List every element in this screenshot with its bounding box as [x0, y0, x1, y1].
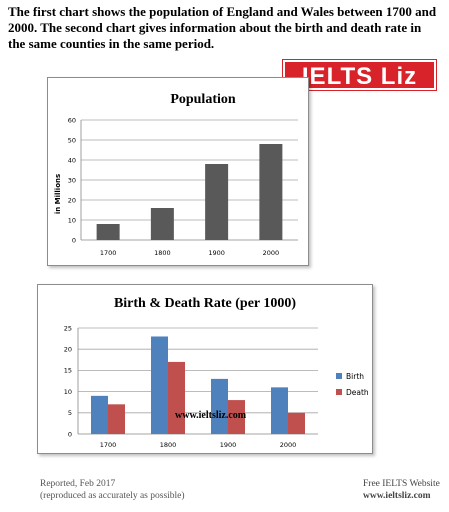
y-tick-label: 60 — [68, 116, 76, 124]
watermark-url: www.ieltsliz.com — [175, 410, 247, 421]
y-tick-label: 20 — [68, 196, 76, 204]
death-bar-2000 — [288, 412, 305, 434]
x-tick-label: 2000 — [280, 441, 297, 449]
footer-left: Reported, Feb 2017 (reproduced as accura… — [40, 478, 185, 502]
death-bar-1900 — [228, 400, 245, 434]
x-tick-label: 1900 — [220, 441, 237, 449]
footer-right: Free IELTS Website www.ieltsliz.com — [363, 478, 440, 502]
population-chart-title: Population — [170, 92, 236, 107]
legend-swatch-death — [336, 389, 342, 395]
birth-bar-1900 — [211, 378, 228, 434]
y-tick-label: 0 — [68, 430, 72, 438]
population-bar-1800 — [150, 208, 174, 240]
x-tick-label: 1700 — [100, 441, 117, 449]
legend-label-birth: Birth — [346, 372, 364, 381]
death-bar-1700 — [108, 404, 125, 434]
x-tick-label: 1900 — [208, 249, 225, 257]
birth-death-chart-panel: Birth & Death Rate (per 1000) 0 5 10 15 20 25… — [37, 284, 373, 454]
birth-death-chart: Birth & Death Rate (per 1000) 0 5 10 15 20 25… — [64, 296, 369, 449]
footer-url: www.ieltsliz.com — [363, 491, 431, 501]
y-tick-label: 50 — [68, 136, 76, 144]
y-tick-label: 25 — [64, 324, 72, 332]
birth-bar-1700 — [91, 395, 108, 434]
y-tick-label: 10 — [64, 388, 72, 396]
y-tick-label: 10 — [68, 216, 76, 224]
free-ielts-website: Free IELTS Website — [363, 479, 440, 489]
y-tick-label: 40 — [68, 156, 76, 164]
death-bar-1800 — [168, 361, 185, 434]
x-tick-label: 1700 — [100, 249, 117, 257]
population-chart: Population in Millions 0 10 20 30 40 50 60 1700… — [54, 92, 298, 257]
population-chart-panel: Population in Millions 0 10 20 30 40 50 60 1700… — [47, 77, 309, 266]
legend-swatch-birth — [336, 373, 342, 379]
reported-date: Reported, Feb 2017 — [40, 479, 116, 489]
y-tick-label: 5 — [68, 409, 72, 417]
y-tick-label: 0 — [72, 236, 76, 244]
population-bar-1700 — [96, 224, 120, 240]
population-bar-2000 — [259, 144, 283, 240]
population-bar-1900 — [205, 164, 229, 240]
reproduction-note: (reproduced as accurately as possible) — [40, 491, 185, 501]
legend-label-death: Death — [346, 388, 369, 397]
y-tick-label: 20 — [64, 346, 72, 354]
x-tick-label: 2000 — [263, 249, 280, 257]
birth-bar-2000 — [271, 387, 288, 434]
intro-text: The first chart shows the population of … — [8, 4, 437, 51]
x-tick-label: 1800 — [160, 441, 177, 449]
y-tick-label: 15 — [64, 367, 72, 375]
birth-bar-1800 — [151, 336, 168, 434]
x-tick-label: 1800 — [154, 249, 171, 257]
population-y-axis-label: in Millions — [54, 174, 62, 214]
y-tick-label: 30 — [68, 176, 76, 184]
birth-death-chart-title: Birth & Death Rate (per 1000) — [114, 296, 296, 311]
